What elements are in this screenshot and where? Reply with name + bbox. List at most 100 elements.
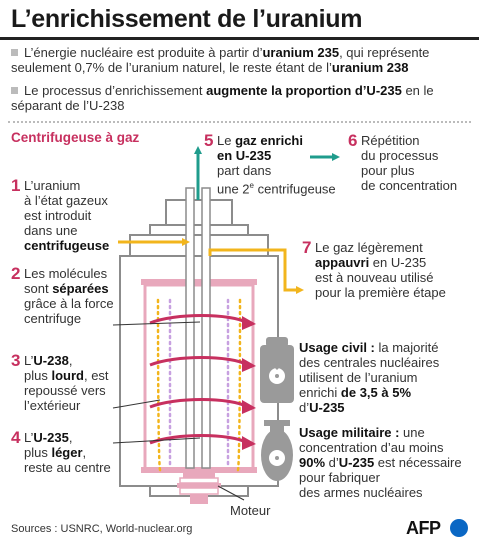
step-5: 5 Le gaz enrichi en U-235 part dans une …	[204, 131, 344, 197]
afp-logo-text: AFP	[406, 518, 441, 538]
step-6-line: pour plus	[361, 163, 415, 178]
step-5-sup: e	[249, 181, 254, 190]
bullet-1-strong-a: uranium 235	[262, 45, 340, 60]
step-5-line: une 2	[217, 181, 250, 197]
step-4: 4 L’U-235, plus léger, reste au centre	[11, 428, 126, 475]
step-number: 1	[11, 176, 21, 195]
step-3: 3 L’U-238, plus lourd, est repoussé vers…	[11, 351, 126, 413]
step-3-line: l’extérieur	[24, 398, 81, 413]
step-5-line: centrifugeuse	[254, 181, 336, 197]
step-3-strong: U-238	[33, 353, 69, 368]
step-6-line: de concentration	[361, 178, 458, 193]
military-use-line: concentration d’au moins	[299, 440, 444, 455]
civil-use-line: d’	[299, 400, 310, 415]
step-number: 7	[302, 238, 312, 257]
step-3-line: L’	[24, 353, 34, 368]
bullet-2-strong: augmente la proportion d’U-235	[206, 83, 402, 98]
rotor-top-cap	[141, 279, 257, 285]
motor-icon	[177, 472, 221, 504]
civil-use-note: Usage civil : la majorité des centrales …	[299, 340, 475, 415]
bomb-icon	[261, 420, 293, 481]
step-6: 6 Répétition du processus pour plus de c…	[348, 131, 473, 193]
step-5-line: Le	[217, 133, 236, 148]
source-credit: Sources : USNRC, World-nuclear.org	[11, 523, 193, 535]
step-1-line: à l’état gazeux	[24, 193, 108, 208]
step-7-line: pour la première étape	[315, 285, 446, 300]
swirl-arrowheads	[242, 316, 256, 450]
step-1-line: dans une	[24, 223, 78, 238]
section-divider	[8, 121, 471, 123]
step-4-line: plus	[24, 445, 52, 460]
military-use-line: des armes nucléaires	[299, 485, 423, 500]
military-use-line: une	[399, 425, 425, 440]
step-6-line: Répétition	[361, 133, 420, 148]
motor-leader-line	[217, 485, 245, 501]
step-2-line: Les molécules	[24, 266, 108, 281]
military-use-heading: Usage militaire :	[299, 425, 400, 440]
step-4-line: reste au centre	[24, 460, 111, 475]
step-3-line: ,	[68, 353, 73, 368]
civil-use-line: la majorité	[374, 340, 439, 355]
military-use-line: est nécessaire	[374, 455, 462, 470]
step-7: 7 Le gaz légèrement appauvri en U-235 es…	[302, 238, 472, 300]
civil-use-line: enrichi	[299, 385, 341, 400]
step-7-strong: appauvri	[315, 255, 370, 270]
fuel-rod-icon	[260, 337, 294, 403]
step-2: 2 Les molécules sont séparées grâce à la…	[11, 265, 126, 326]
step-1-line: est introduit	[24, 208, 92, 223]
military-use-line: pour fabriquer	[299, 470, 380, 485]
step-7-line: Le gaz légèrement	[315, 240, 423, 255]
step-6-line: du processus	[361, 148, 439, 163]
step-4-line: ,	[82, 445, 87, 460]
step-3-line: plus	[24, 368, 52, 383]
step-3-line: , est	[83, 368, 109, 383]
step-7-line: est à nouveau utilisé	[315, 270, 434, 285]
motor-label: Moteur	[230, 503, 271, 518]
civil-use-line: des centrales nucléaires	[299, 355, 440, 370]
step-number: 5	[204, 131, 214, 150]
bullet-square-icon	[11, 87, 18, 94]
centrifuge-shaft	[185, 187, 211, 469]
step-number: 4	[11, 428, 21, 447]
step-number: 6	[348, 131, 358, 150]
step-3-strong: lourd	[51, 368, 84, 383]
step-4-strong: U-235	[33, 430, 69, 445]
title-rule	[0, 37, 479, 40]
depleted-arrow	[208, 248, 304, 294]
bullet-1-strong-b: uranium 238	[331, 60, 409, 75]
bullet-2-text-b: en le séparant de l’U-238	[11, 83, 434, 113]
step-5-strong: en U-235	[217, 148, 272, 163]
step-4-line: L’	[24, 430, 34, 445]
step-2-line: centrifuge	[24, 311, 82, 326]
bullet-1-text-a: L’énergie nucléaire est produite à parti…	[24, 45, 263, 60]
step-4-strong: léger	[51, 445, 83, 460]
step-3-line: repoussé vers	[24, 383, 106, 398]
step-7-line: en U-235	[369, 255, 427, 270]
intro-bullet-1: L’énergie nucléaire est produite à parti…	[11, 45, 471, 75]
bullet-1-text-b: , qui représente seulement 0,7% de l’ura…	[11, 45, 430, 75]
step-5-strong: gaz enrichi	[235, 133, 303, 148]
step-1-line: L’uranium	[24, 178, 81, 193]
civil-use-line: utilisent de l’uranium	[299, 370, 418, 385]
military-use-strong: 90%	[299, 455, 326, 470]
step-number: 3	[11, 351, 21, 370]
step-2-strong: séparées	[52, 281, 109, 296]
intro-bullet-2: Le processus d’enrichissement augmente l…	[11, 83, 471, 113]
civil-use-strong: U-235	[309, 400, 345, 415]
civil-use-strong: de 3,5 à 5%	[340, 385, 412, 400]
bullet-2-text-a: Le processus d’enrichissement	[24, 83, 207, 98]
section-label: Centrifugeuse à gaz	[11, 130, 140, 145]
page-title: L’enrichissement de l’uranium	[11, 5, 363, 33]
step-5-line: part dans	[217, 163, 272, 178]
step-2-line: sont	[24, 281, 53, 296]
step-leader-lines	[112, 321, 201, 444]
rotor-bottom-cap	[141, 467, 257, 473]
bullet-square-icon	[11, 49, 18, 56]
military-use-line: d’	[325, 455, 339, 470]
afp-logo-dot-icon	[450, 519, 468, 537]
step-2-line: grâce à la force	[24, 296, 114, 311]
step-1-strong: centrifugeuse	[24, 238, 110, 253]
step-1: 1 L’uranium à l’état gazeux est introdui…	[11, 176, 121, 253]
step-4-line: ,	[68, 430, 73, 445]
